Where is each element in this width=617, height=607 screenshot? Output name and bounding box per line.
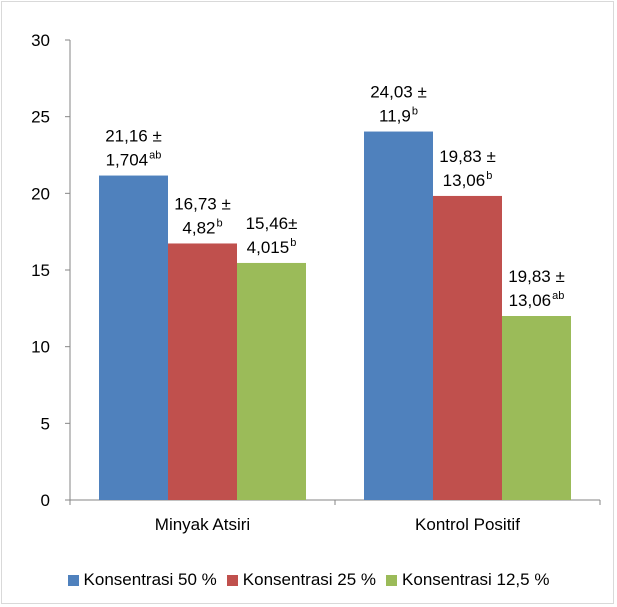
legend-item: Konsentrasi 50 % (67, 570, 217, 590)
y-tick-label: 0 (41, 491, 50, 510)
data-label-error: 11,9b (379, 106, 418, 126)
legend-swatch (386, 574, 398, 586)
y-tick-label: 25 (31, 108, 50, 127)
category-labels: Minyak Atsiri Kontrol Positif (155, 515, 520, 534)
data-label-error: 4,015b (247, 237, 297, 257)
data-label: 24,03 ± (370, 83, 427, 102)
y-axis-tick-labels: 0 5 10 15 20 25 30 (31, 31, 50, 510)
legend-label: Konsentrasi 25 % (242, 570, 377, 589)
bar-konsentrasi-12-5--1 (502, 316, 571, 500)
legend-item: Konsentrasi 25 % (226, 570, 377, 590)
legend-swatch (226, 574, 238, 586)
bar-konsentrasi-50--1 (364, 131, 433, 501)
y-tick-label: 20 (31, 184, 50, 203)
bar-konsentrasi-25--1 (433, 195, 502, 500)
data-label-error: 1,704ab (106, 150, 162, 170)
y-tick-label: 10 (31, 338, 50, 357)
y-tick-label: 15 (31, 261, 50, 280)
data-label: 15,46± (246, 214, 298, 233)
legend-label: Konsentrasi 12,5 % (402, 570, 550, 589)
data-label: 19,83 ± (439, 147, 496, 166)
category-label: Kontrol Positif (415, 515, 520, 534)
bar-konsentrasi-50--0 (99, 175, 168, 500)
y-tick-label: 5 (41, 414, 50, 433)
bar-konsentrasi-25--0 (168, 243, 237, 500)
data-label-error: 13,06ab (509, 290, 565, 310)
legend: Konsentrasi 50 % Konsentrasi 25 % Konsentr… (0, 568, 617, 592)
legend-label: Konsentrasi 50 % (83, 570, 217, 589)
bar-konsentrasi-12-5--0 (237, 262, 306, 500)
data-label-error: 13,06b (443, 170, 493, 190)
data-label: 16,73 ± (174, 194, 231, 213)
legend-swatch (67, 574, 79, 586)
data-labels: 21,16 ± 1,704ab 16,73 ± 4,82b 15,46± 4,015b 24… (105, 83, 565, 310)
category-label: Minyak Atsiri (155, 515, 250, 534)
y-tick-label: 30 (31, 31, 50, 50)
data-label: 21,16 ± (105, 127, 162, 146)
data-label-error: 4,82b (182, 217, 222, 237)
legend-item: Konsentrasi 12,5 % (386, 570, 549, 590)
bars (99, 131, 571, 501)
data-label: 19,83 ± (508, 267, 565, 286)
y-axis-tick-marks (65, 39, 601, 505)
